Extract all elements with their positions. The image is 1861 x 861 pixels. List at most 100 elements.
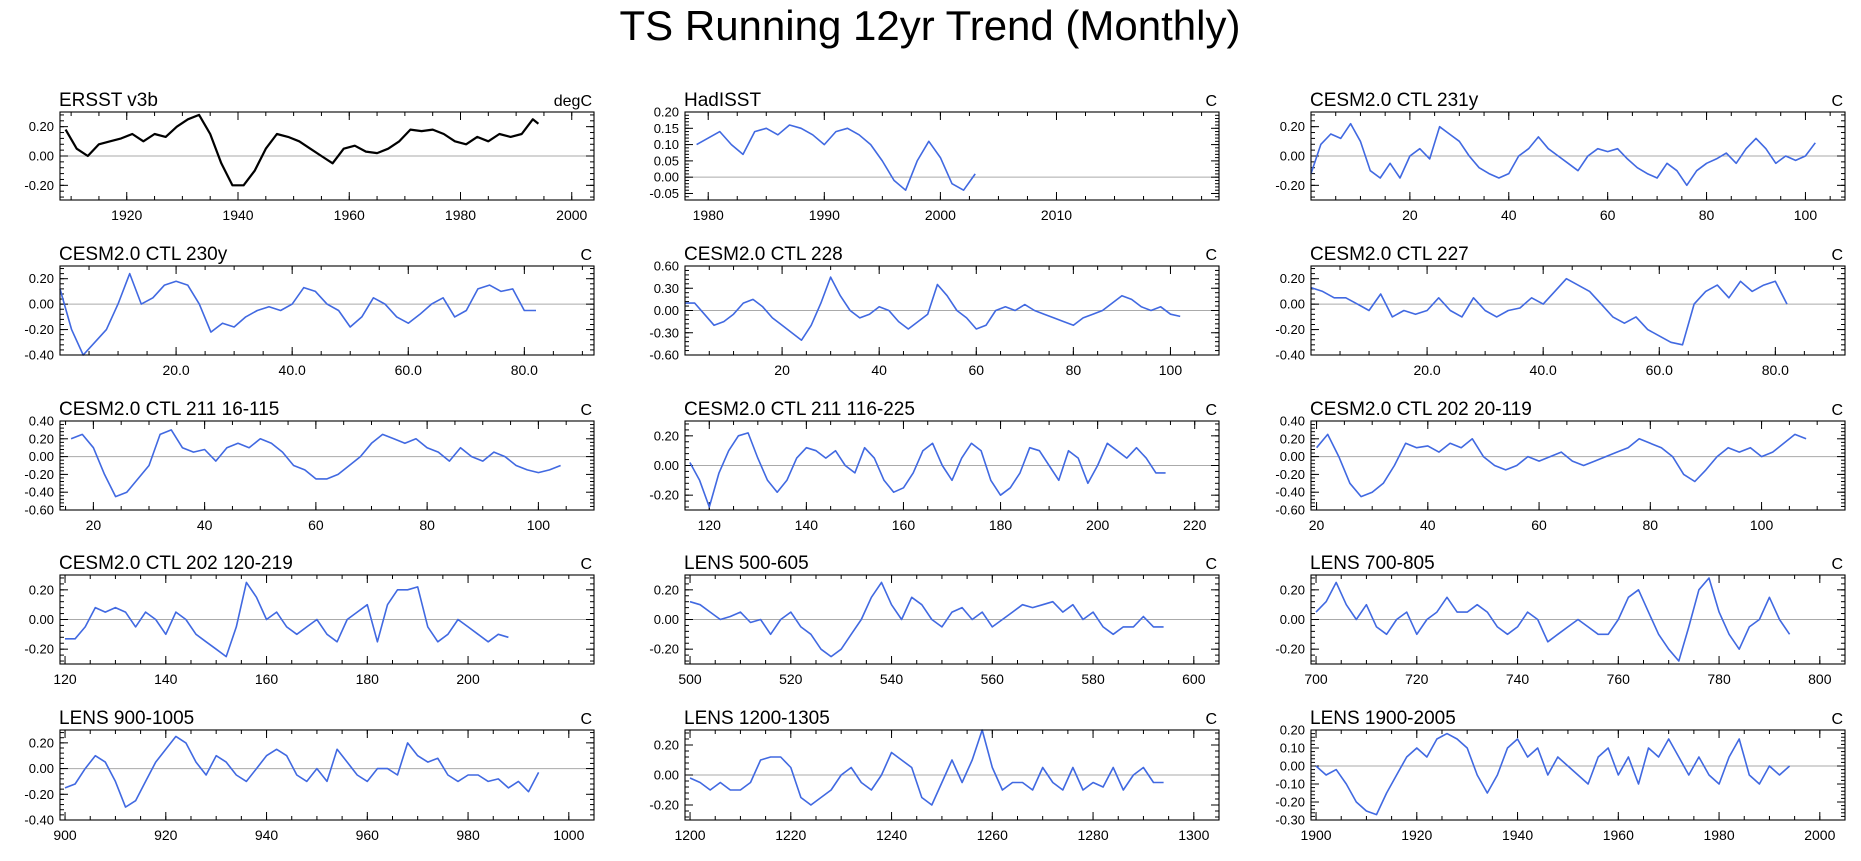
x-tick-label: 500 — [678, 671, 702, 687]
x-tick-label: 1000 — [553, 827, 584, 843]
y-tick-label: 0.40 — [29, 414, 54, 429]
x-tick-label: 1920 — [1401, 827, 1432, 843]
series-line — [696, 124, 976, 191]
y-tick-label: 0.05 — [654, 153, 679, 168]
x-tick-label: 120 — [698, 517, 722, 533]
series-line — [689, 432, 1166, 508]
y-tick-label: -0.20 — [24, 322, 54, 337]
y-tick-label: 0.20 — [29, 271, 54, 286]
y-tick-label: 0.20 — [654, 738, 679, 753]
y-tick-label: 0.10 — [1280, 741, 1305, 756]
series-line — [70, 429, 561, 498]
plot-frame — [59, 111, 595, 201]
y-tick-label: 0.20 — [654, 428, 679, 443]
y-tick-label: -0.20 — [649, 488, 679, 503]
panel-title: LENS 700-805 — [1310, 553, 1435, 574]
y-tick-label: 0.00 — [29, 297, 54, 312]
x-tick-label: 700 — [1304, 671, 1328, 687]
panel-units: degC — [554, 93, 592, 110]
panel-lens-900-1005: LENS 900-1005 C -0.40 -0.20 0.00 0.20 900 920 94… — [24, 708, 595, 843]
y-tick-label: 0.20 — [29, 735, 54, 750]
y-tick-label: 0.20 — [1280, 723, 1305, 738]
x-tick-label: 1200 — [674, 827, 705, 843]
x-tick-label: 20 — [774, 362, 790, 378]
x-tick-label: 80.0 — [1762, 362, 1789, 378]
y-tick-label: -0.20 — [24, 467, 54, 482]
series-line — [685, 276, 1181, 342]
panel-cesm2-0-ctl-228: CESM2.0 CTL 228 C -0.60 -0.30 0.00 0.30 0.60 20… — [649, 244, 1220, 378]
y-tick-label: 0.00 — [29, 761, 54, 776]
panel-title: ERSST v3b — [59, 90, 158, 111]
x-tick-label: 1990 — [809, 207, 840, 223]
y-tick-label: 0.30 — [654, 281, 679, 296]
x-tick-label: 140 — [795, 517, 819, 533]
series-line — [1310, 122, 1816, 187]
y-tick-label: -0.20 — [1275, 795, 1305, 810]
plot-frame — [684, 265, 1220, 356]
y-tick-label: 0.20 — [1280, 582, 1305, 597]
panel-cesm2-0-ctl-211-116-225: CESM2.0 CTL 211 116-225 C -0.20 0.00 0.20 120… — [649, 399, 1220, 533]
series-line — [1315, 433, 1807, 498]
panel-units: C — [1205, 556, 1217, 573]
panel-lens-700-805: LENS 700-805 C -0.20 0.00 0.20 700 720 740 760 78… — [1275, 553, 1846, 687]
plot-frame — [684, 420, 1220, 511]
panel-grid: ERSST v3b degC -0.20 0.00 0.20 1920 1940 1960 19… — [24, 90, 1846, 843]
y-tick-label: 0.15 — [654, 121, 679, 136]
x-tick-label: 80 — [1066, 362, 1082, 378]
x-tick-label: 140 — [154, 671, 178, 687]
y-tick-label: 0.00 — [29, 149, 54, 164]
y-tick-label: 0.20 — [29, 582, 54, 597]
panel-title: CESM2.0 CTL 227 — [1310, 244, 1469, 265]
x-tick-label: 920 — [154, 827, 178, 843]
x-tick-label: 1980 — [1703, 827, 1734, 843]
panel-title: CESM2.0 CTL 230y — [59, 244, 228, 265]
x-tick-label: 200 — [456, 671, 480, 687]
plot-frame — [1310, 729, 1846, 821]
panel-cesm2-0-ctl-230y: CESM2.0 CTL 230y C -0.40 -0.20 0.00 0.20 20.0 4… — [24, 244, 595, 378]
y-tick-label: -0.20 — [1275, 322, 1305, 337]
x-tick-label: 520 — [779, 671, 803, 687]
y-tick-label: 0.00 — [1280, 612, 1305, 627]
y-tick-label: 0.00 — [29, 612, 54, 627]
x-tick-label: 580 — [1081, 671, 1105, 687]
plot-frame — [1310, 265, 1846, 356]
y-tick-label: 0.00 — [654, 768, 679, 783]
panel-cesm2-0-ctl-202-120-219: CESM2.0 CTL 202 120-219 C -0.20 0.00 0.20 120… — [24, 553, 595, 687]
x-tick-label: 60.0 — [1646, 362, 1673, 378]
x-tick-label: 960 — [356, 827, 380, 843]
x-tick-label: 20 — [86, 517, 102, 533]
series-line — [65, 581, 509, 658]
x-tick-label: 2000 — [925, 207, 956, 223]
x-tick-label: 720 — [1405, 671, 1429, 687]
y-tick-label: -0.60 — [1275, 503, 1305, 518]
x-tick-label: 60 — [968, 362, 984, 378]
panel-cesm2-0-ctl-202-20-119: CESM2.0 CTL 202 20-119 C -0.60 -0.40 -0.20 0.… — [1275, 399, 1846, 533]
x-tick-label: 600 — [1182, 671, 1206, 687]
x-tick-label: 20 — [1402, 207, 1418, 223]
x-tick-label: 20.0 — [1413, 362, 1440, 378]
panel-title: LENS 900-1005 — [59, 708, 194, 729]
panel-lens-1900-2005: LENS 1900-2005 C -0.30 -0.20 -0.10 0.00 0.10 0.… — [1275, 708, 1846, 843]
y-tick-label: -0.40 — [1275, 485, 1305, 500]
y-tick-label: -0.10 — [1275, 777, 1305, 792]
panel-units: C — [580, 247, 592, 264]
x-tick-label: 60.0 — [395, 362, 422, 378]
panel-title: CESM2.0 CTL 202 120-219 — [59, 553, 293, 574]
x-tick-label: 40 — [1420, 517, 1436, 533]
series-line — [64, 113, 540, 187]
series-line — [1315, 577, 1791, 662]
panel-lens-1200-1305: LENS 1200-1305 C -0.20 0.00 0.20 1200 1220 1240… — [649, 708, 1220, 843]
x-tick-label: 60 — [308, 517, 324, 533]
panel-cesm2-0-ctl-211-16-115: CESM2.0 CTL 211 16-115 C -0.60 -0.40 -0.20 0.… — [24, 399, 595, 533]
x-tick-label: 100 — [527, 517, 551, 533]
panel-cesm2-0-ctl-227: CESM2.0 CTL 227 C -0.40 -0.20 0.00 0.20 20.0 40… — [1275, 244, 1846, 378]
x-tick-label: 800 — [1808, 671, 1832, 687]
series-line — [59, 272, 536, 356]
y-tick-label: -0.20 — [649, 642, 679, 657]
x-tick-label: 20 — [1309, 517, 1325, 533]
y-tick-label: -0.40 — [1275, 348, 1305, 363]
y-tick-label: -0.05 — [649, 186, 679, 201]
y-tick-label: -0.30 — [1275, 813, 1305, 828]
panel-units: C — [1205, 93, 1217, 110]
x-tick-label: 80 — [1643, 517, 1659, 533]
